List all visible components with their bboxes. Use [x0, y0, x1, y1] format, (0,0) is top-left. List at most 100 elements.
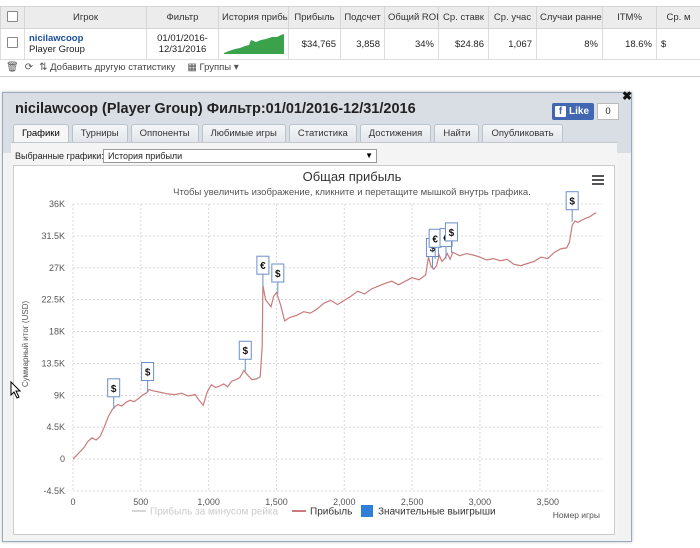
legend-label: Значительные выигрыши	[378, 507, 496, 518]
column-header[interactable]: История прибы	[218, 6, 289, 29]
flag-box	[238, 340, 252, 360]
tab-achievements[interactable]: Достижения	[359, 124, 432, 142]
facebook-like-label: Like	[569, 106, 590, 117]
panel-header: nicilawcoop (Player Group) Фильтр:01/01/…	[3, 89, 633, 153]
y-axis-title: Суммарный итог (USD)	[21, 301, 30, 388]
profit-chart-container[interactable]: 36K 31.5K 27K 22.5K 18K 13.5K 9K 4.5K 0 -4.5K 0 50…	[13, 165, 615, 535]
x-axis-tick-labels: 0 500 1,000 1,500 2,000 2,500 3,000 3,500	[70, 497, 559, 507]
x-tick-label: 2,500	[401, 497, 424, 507]
profit-history-sparkline[interactable]	[218, 28, 289, 60]
x-axis-title: Номер игры	[553, 510, 600, 520]
flag-box	[141, 361, 155, 381]
player-panel: nicilawcoop (Player Group) Фильтр:01/01/…	[2, 89, 633, 542]
avg-m-value: $	[656, 28, 700, 60]
table-row[interactable]: nicilawcoop Player Group 01/01/2016- 12/…	[0, 28, 700, 60]
legend-item[interactable]: Прибыль	[292, 506, 352, 518]
column-header[interactable]: Прибыль	[288, 6, 341, 29]
column-header[interactable]: Ср. учас	[488, 6, 537, 29]
groups-button[interactable]: ▦ Группы ▾	[187, 62, 238, 73]
tab-publish[interactable]: Опубликовать	[482, 124, 563, 142]
tab-charts[interactable]: Графики	[13, 124, 69, 143]
flag-box	[256, 255, 270, 275]
select-all-cell[interactable]	[0, 6, 25, 29]
y-tick-label: 36K	[49, 199, 65, 209]
column-header[interactable]: Подсчет	[340, 6, 385, 29]
groups-icon: ▦	[187, 61, 197, 73]
row-checkbox-cell[interactable]	[0, 28, 25, 60]
hamburger-menu-icon[interactable]	[591, 174, 605, 186]
tab-favorite-games[interactable]: Любимые игры	[201, 124, 286, 142]
legend-item[interactable]: Прибыль за минусом рейка	[132, 506, 279, 518]
sparkline-area	[224, 33, 284, 54]
stats-table: Игрок Фильтр История прибы Прибыль Подсч…	[0, 6, 700, 60]
close-icon[interactable]: ✖	[621, 89, 633, 103]
flag-box	[107, 378, 121, 398]
menu-bar	[592, 175, 604, 177]
avg-entrants-value: 1,067	[488, 28, 537, 60]
panel-tabs: Графики Турниры Оппоненты Любимые игры С…	[13, 124, 563, 143]
legend-label: Прибыль	[310, 506, 352, 518]
grid-lines	[72, 203, 602, 492]
column-header[interactable]: Случаи ранне	[536, 6, 603, 29]
row-checkbox[interactable]	[7, 37, 18, 48]
y-tick-label: 27K	[49, 263, 65, 273]
significant-win-flag[interactable]: $	[271, 263, 285, 294]
significant-win-flag[interactable]: $	[141, 361, 155, 393]
column-header[interactable]: ITM%	[602, 6, 657, 29]
tab-tournaments[interactable]: Турниры	[71, 124, 128, 142]
significant-win-flag[interactable]: $	[238, 340, 252, 372]
flag-symbol: $	[275, 269, 281, 280]
significant-win-flag[interactable]: $	[444, 222, 458, 253]
legend-item[interactable]: Значительные выигрыши	[361, 505, 496, 518]
menu-bar	[592, 179, 604, 181]
column-header[interactable]: Ср. м	[656, 6, 700, 29]
flag-box	[565, 191, 579, 211]
chart-legend: Прибыль за минусом рейка Прибыль Значитель…	[132, 505, 496, 518]
player-name-link[interactable]: nicilawcoop	[29, 33, 84, 44]
chevron-down-icon: ▾	[233, 61, 239, 73]
x-tick-label: 0	[70, 497, 75, 507]
filter-cell: 01/01/2016- 12/31/2016	[146, 28, 219, 60]
trash-icon[interactable]: 🗑	[6, 61, 19, 73]
flag-box	[444, 222, 458, 242]
flag-symbol: $	[430, 243, 436, 254]
x-tick-label: 1,500	[265, 497, 288, 507]
roi-value: 34%	[384, 28, 439, 60]
itm-value: 18.6%	[602, 28, 657, 60]
select-all-checkbox[interactable]	[7, 10, 18, 22]
dropdown-arrow-icon: ▼	[365, 151, 373, 160]
column-header[interactable]: Ср. ставк	[438, 6, 489, 29]
column-header[interactable]: Фильтр	[146, 6, 219, 29]
significant-win-flag[interactable]: $	[565, 191, 579, 222]
refresh-icon[interactable]: ⟳	[24, 61, 34, 73]
tab-opponents[interactable]: Оппоненты	[130, 124, 199, 142]
tab-statistics[interactable]: Статистика	[288, 124, 357, 142]
significant-win-flag[interactable]: €	[256, 255, 270, 287]
facebook-like-button[interactable]: f Like	[552, 103, 595, 120]
significant-win-flag[interactable]: €	[428, 228, 442, 260]
flag-symbol: $	[569, 197, 575, 208]
legend-label: Прибыль за минусом рейка	[150, 506, 279, 518]
y-tick-label: 13.5K	[41, 358, 65, 368]
column-header[interactable]: Общий ROI	[384, 6, 439, 29]
tab-find[interactable]: Найти	[434, 124, 480, 142]
y-tick-label: 31.5K	[41, 231, 65, 241]
panel-title: nicilawcoop (Player Group) Фильтр:01/01/…	[15, 101, 416, 117]
facebook-icon: f	[555, 106, 566, 117]
profit-chart[interactable]: 36K 31.5K 27K 22.5K 18K 13.5K 9K 4.5K 0 -4.5K 0 50…	[14, 166, 614, 534]
chart-type-value: История прибыли	[108, 151, 183, 161]
menu-bar	[592, 183, 604, 185]
add-stats-button[interactable]: ⇅ Добавить другую статистику	[39, 62, 175, 73]
significant-win-flag[interactable]: $	[107, 378, 121, 409]
table-header-row: Игрок Фильтр История прибы Прибыль Подсч…	[0, 6, 700, 29]
y-tick-label: 18K	[49, 327, 65, 337]
chart-title: Общая прибыль	[303, 169, 402, 184]
sparkline-chart	[224, 33, 284, 54]
x-tick-label: 1,000	[197, 497, 220, 507]
chart-subtitle: Чтобы увеличить изображение, кликните и …	[173, 187, 531, 198]
mouse-cursor-icon	[10, 381, 22, 399]
chart-type-select[interactable]: История прибыли ▼	[103, 149, 377, 163]
panel-body: Выбранные графики: История прибыли ▼ 36K…	[11, 142, 617, 538]
column-header[interactable]: Игрок	[24, 6, 147, 29]
flag-symbol: €	[432, 234, 438, 245]
